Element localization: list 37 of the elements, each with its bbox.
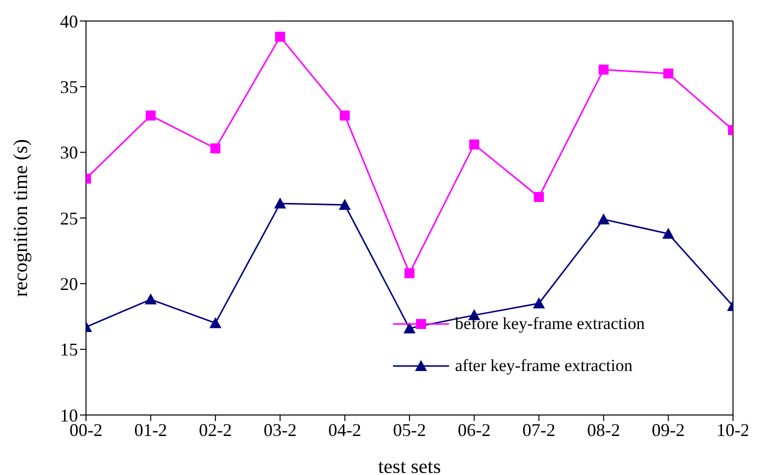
legend-label: before key-frame extraction	[455, 314, 645, 334]
y-tick-label: 35	[60, 77, 78, 98]
x-tick-label: 08-2	[587, 420, 620, 440]
y-tick-label: 15	[60, 340, 78, 360]
point	[534, 192, 544, 202]
y-tick-label: 40	[60, 11, 78, 32]
y-tick-label: 25	[60, 208, 78, 228]
point	[275, 32, 286, 42]
x-tick-label: 03-2	[264, 420, 297, 440]
point	[598, 213, 610, 224]
x-axis-title: test sets	[378, 456, 442, 475]
point	[663, 68, 674, 79]
point	[662, 228, 674, 239]
legend-label: after key-frame extraction	[455, 356, 632, 376]
point	[532, 297, 545, 308]
y-tick-label: 10	[60, 405, 78, 426]
point	[340, 110, 350, 121]
point	[210, 143, 220, 154]
point	[338, 198, 351, 210]
x-tick-label: 09-2	[652, 420, 685, 440]
y-axis-title: recognition time (s)	[10, 139, 32, 297]
point	[274, 198, 286, 209]
x-tick-label: 01-2	[134, 420, 168, 440]
x-tick-label: 07-2	[522, 420, 556, 440]
y-tick-label: 30	[60, 142, 78, 163]
point	[144, 293, 157, 304]
point	[404, 268, 414, 278]
point	[209, 317, 222, 328]
x-tick-label: 06-2	[458, 420, 491, 440]
point	[469, 139, 480, 150]
x-tick-label: 04-2	[328, 420, 362, 440]
y-tick-label: 20	[60, 274, 78, 294]
point	[404, 322, 416, 334]
point	[146, 110, 156, 121]
x-tick-label: 05-2	[393, 420, 426, 440]
x-tick-label: 02-2	[198, 420, 232, 440]
point	[598, 64, 609, 75]
